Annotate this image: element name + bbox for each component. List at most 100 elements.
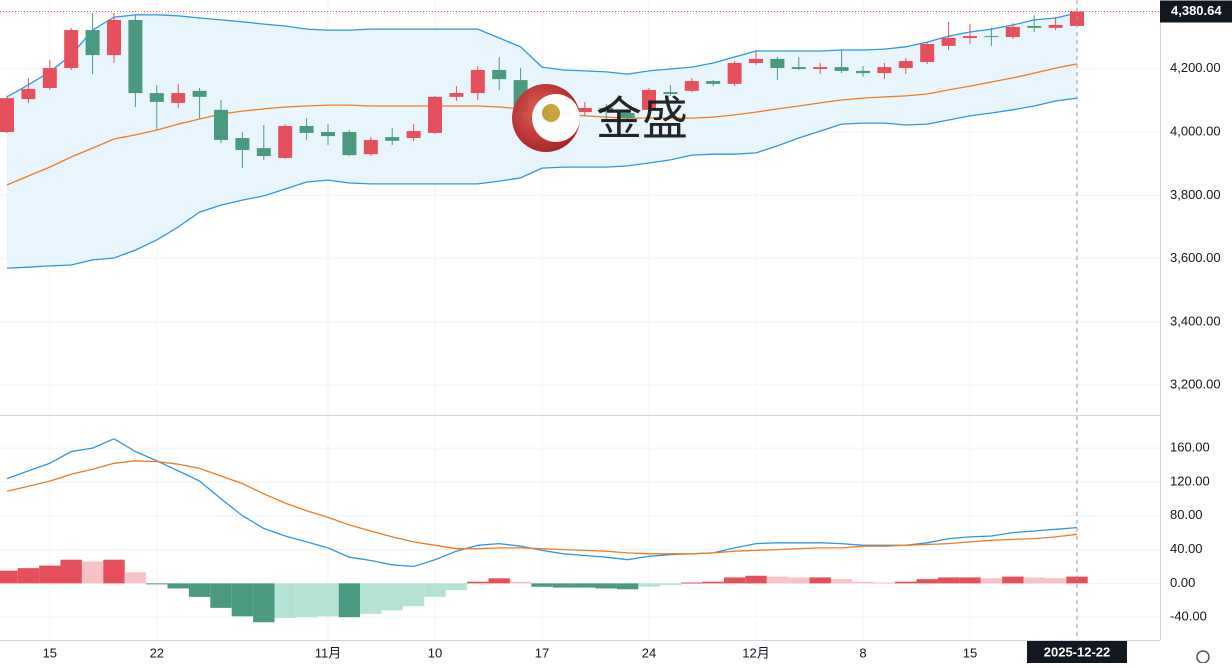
y-tick-label: 40.00 — [1170, 541, 1203, 556]
y-tick-label: 4,200.00 — [1170, 60, 1221, 75]
candle-body — [171, 93, 186, 103]
watermark-text: 金盛 — [596, 92, 688, 146]
histogram-bar — [0, 570, 18, 584]
histogram-bar — [338, 583, 361, 618]
y-tick-label: 120.00 — [1170, 473, 1210, 488]
histogram-bar — [595, 583, 617, 589]
histogram-bar — [17, 568, 40, 584]
histogram-bar — [681, 582, 703, 584]
candle-body — [663, 92, 678, 95]
candle-body — [1005, 26, 1020, 38]
histogram-bar — [766, 576, 789, 584]
candle-body — [385, 137, 400, 141]
y-tick-label: 3,600.00 — [1170, 250, 1221, 265]
histogram-bar — [253, 583, 275, 623]
x-tick-label: 22 — [150, 645, 164, 660]
candle-body — [749, 58, 763, 63]
last-price-label: 4,380.64 — [1171, 3, 1222, 18]
candle-body — [85, 30, 100, 56]
histogram-bar — [1002, 576, 1024, 584]
histogram-bar — [873, 582, 896, 584]
candle-body — [149, 93, 164, 102]
candle-body — [898, 61, 913, 69]
histogram-bar — [103, 559, 125, 584]
histogram-bar — [1044, 578, 1067, 584]
candle-body — [620, 113, 635, 119]
histogram-bar — [574, 583, 596, 588]
macd-pane — [0, 416, 1160, 640]
candle-body — [428, 96, 442, 133]
x-tick-label: 11月 — [315, 645, 342, 660]
histogram-bar — [788, 577, 810, 584]
candle-body — [813, 67, 828, 70]
histogram-bar — [317, 583, 339, 617]
histogram-bar — [552, 583, 575, 588]
histogram-bar — [402, 583, 425, 607]
candle-body — [791, 67, 806, 70]
histogram-bar — [167, 583, 189, 589]
x-tick-label: 15 — [43, 645, 57, 660]
candle-body — [64, 30, 79, 69]
histogram-bar — [916, 579, 938, 584]
last-price-box — [1160, 0, 1232, 23]
y-tick-label: 3,400.00 — [1170, 313, 1221, 328]
histogram-bar — [659, 583, 682, 586]
histogram-bar — [723, 577, 746, 584]
candle-body — [278, 125, 293, 158]
candle-body — [599, 107, 614, 113]
histogram-bar — [980, 578, 1003, 584]
candle-body — [128, 19, 143, 94]
histogram-bar — [638, 583, 660, 587]
band-line — [6, 12, 1078, 98]
histogram-bar — [702, 581, 724, 584]
x-tick-label: 15 — [963, 645, 977, 660]
candle-body — [256, 148, 271, 157]
y-tick-label: 3,800.00 — [1170, 187, 1221, 202]
candle-body — [192, 90, 207, 97]
candle-body — [21, 88, 36, 100]
histogram-bar — [509, 581, 532, 584]
x-tick-label: 8 — [859, 645, 866, 660]
y-tick-label: -40.00 — [1170, 609, 1207, 624]
candle-body — [856, 70, 870, 74]
candle-body — [727, 62, 742, 84]
candle-body — [770, 58, 785, 69]
histogram-bar — [360, 583, 382, 614]
macd-line — [6, 460, 1078, 555]
candle-body — [920, 44, 935, 63]
candle-body — [577, 107, 592, 113]
candle-body — [963, 36, 977, 38]
histogram-bar — [959, 577, 981, 584]
histogram-bar — [188, 583, 211, 597]
histogram-bar — [895, 581, 917, 584]
candle-body — [0, 98, 14, 133]
histogram-bar — [531, 583, 553, 587]
candle-body — [492, 69, 507, 80]
x-tick-label: 10 — [428, 645, 442, 660]
histogram-bar — [39, 565, 61, 584]
histogram-bar — [809, 577, 831, 584]
time-label-box — [1027, 641, 1127, 663]
band-line — [6, 97, 1078, 269]
candle-body — [834, 67, 849, 71]
y-tick-label: 4,000.00 — [1170, 123, 1221, 138]
histogram-bar — [210, 583, 232, 608]
watermark-logo: 金盛 — [512, 84, 688, 152]
histogram-bar — [745, 575, 767, 584]
candle-body — [470, 69, 485, 94]
histogram-bar — [146, 583, 168, 585]
histogram-bar — [231, 583, 254, 617]
histogram-bar — [830, 579, 853, 584]
candle-body — [1048, 25, 1063, 28]
candle-body — [107, 19, 121, 56]
histogram-bar — [381, 583, 403, 611]
candle-body — [684, 81, 699, 91]
histogram-bar — [467, 581, 489, 584]
candle-body — [342, 132, 357, 156]
candle-body — [363, 139, 378, 155]
histogram-bar — [616, 583, 639, 590]
candle-body — [706, 81, 721, 84]
histogram-bar — [60, 559, 82, 584]
histogram-bar — [852, 581, 874, 584]
y-tick-label: 0.00 — [1170, 575, 1195, 590]
